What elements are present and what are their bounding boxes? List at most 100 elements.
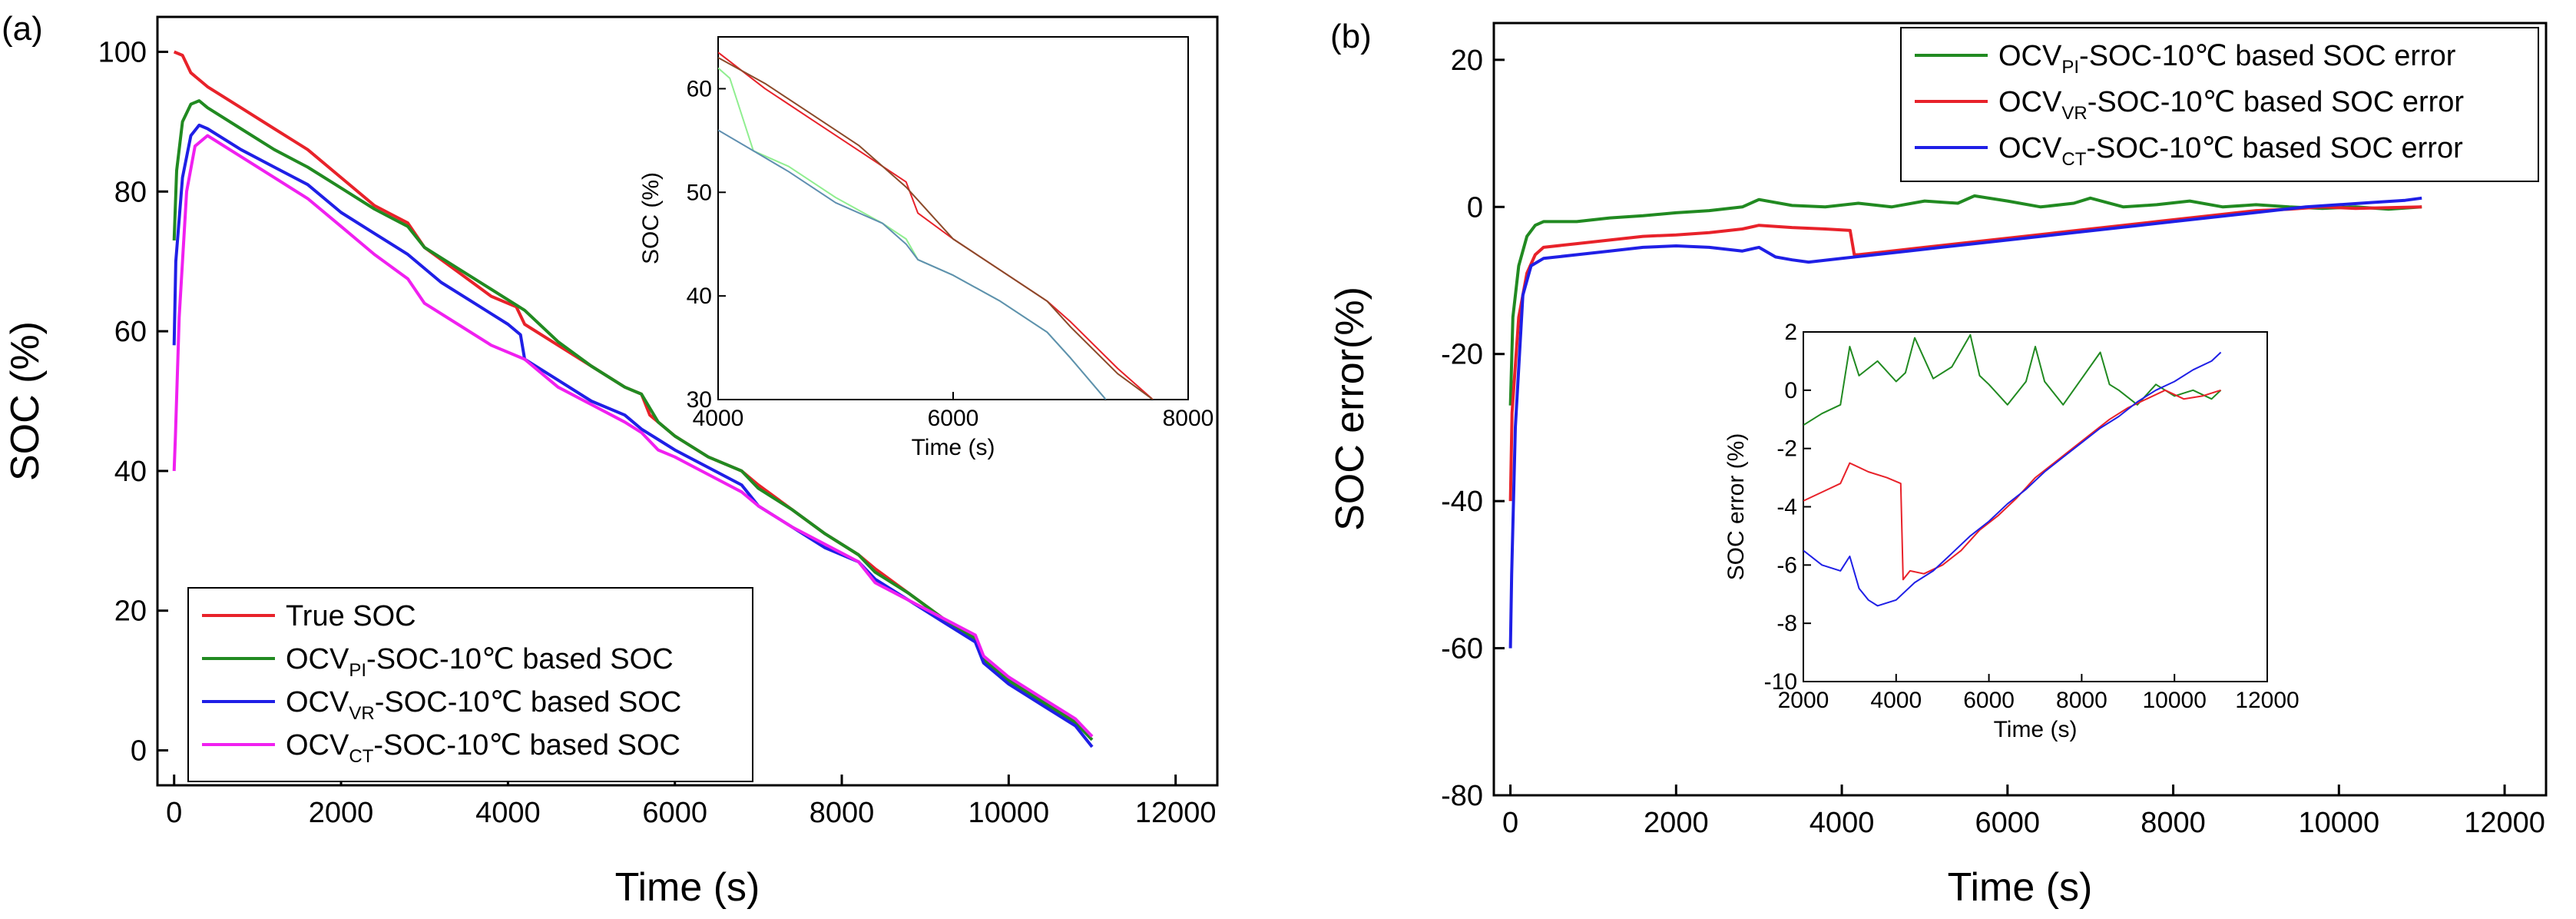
inset-x-tick-label: 6000 (1963, 688, 2015, 713)
legend: OCVPI-SOC-10℃ based SOC errorOCVVR-SOC-1… (1900, 27, 2539, 182)
x-tick-label: 10000 (968, 797, 1050, 829)
inset-series-line-0 (718, 51, 1154, 400)
y-tick-label: 0 (1467, 191, 1483, 224)
inset-x-tick-label: 4000 (1870, 688, 1922, 713)
legend-entry-tail: -SOC-10℃ based SOC (366, 643, 674, 675)
y-tick-label: 100 (98, 36, 147, 68)
inset-y-tick-label: 30 (687, 387, 712, 413)
legend-entry-3: OCVCT-SOC-10℃ based SOC (286, 729, 680, 767)
series-line-2 (172, 123, 1094, 748)
x-tick-label: 0 (1502, 807, 1518, 839)
legend-entry-base: OCV (286, 729, 349, 761)
x-tick-label: 0 (166, 797, 182, 829)
x-tick-label: 6000 (642, 797, 707, 829)
legend-entry-subscript: CT (349, 746, 373, 767)
y-tick-label: 0 (131, 735, 147, 768)
inset-chart: 2000 4000 6000 8000 10000 12000 -10 -8 -6 -4 -2 0 2 T… (1723, 320, 2300, 742)
inset-y-tick-label: -4 (1776, 495, 1797, 520)
inset-x-tick-label: 4000 (693, 406, 744, 431)
legend-entry-1: OCVPI-SOC-10℃ based SOC (286, 643, 674, 681)
panel-a: 0 2000 4000 6000 8000 10000 12000 0 20 40 60 80 100 (… (2, 10, 1219, 910)
inset-y-tick-label: 0 (1784, 378, 1797, 403)
inset-y-tick-label: -6 (1776, 552, 1797, 578)
inset-x-tick-label: 6000 (928, 406, 979, 431)
legend-box (1900, 27, 2539, 182)
legend-box (187, 587, 753, 782)
legend-entry-tail: -SOC-10℃ based SOC error (2086, 132, 2463, 164)
inset-series-line-1 (718, 57, 1154, 400)
legend-entry-tail: -SOC-10℃ based SOC error (2079, 40, 2456, 72)
inset-y-tick-label: -10 (1764, 669, 1797, 695)
y-tick-label: -20 (1441, 339, 1483, 371)
inset-series-group (1803, 333, 2222, 607)
inset-y-tick-label: 50 (687, 180, 712, 205)
legend-entry-0: OCVPI-SOC-10℃ based SOC error (1998, 40, 2456, 78)
inset-series-group (718, 51, 1154, 400)
inset-y-tick-label: 60 (687, 76, 712, 101)
x-tick-label: 6000 (1975, 807, 2041, 839)
inset-series-line-1 (1803, 389, 2221, 581)
legend-entry-tail: -SOC-10℃ based SOC (375, 686, 682, 718)
main-series-group (172, 50, 1094, 748)
x-tick-label: 4000 (1809, 807, 1875, 839)
inset-y-axis-label: SOC error (%) (1723, 433, 1749, 581)
legend-entry-tail: -SOC-10℃ based SOC (373, 729, 680, 761)
x-tick-label: 2000 (1644, 807, 1709, 839)
inset-x-tick-label: 8000 (1163, 406, 1214, 431)
series-line-3 (172, 134, 1094, 738)
inset-x-axis-label: Time (s) (1994, 717, 2078, 742)
panel-label: (a) (2, 10, 43, 48)
series-line-2 (1508, 196, 2422, 649)
y-tick-label: 60 (114, 316, 147, 348)
legend-entry-subscript: PI (2061, 57, 2079, 78)
legend-entry-base: OCV (1998, 132, 2062, 164)
inset-series-line-3 (718, 129, 1107, 400)
inset-y-tick-label: 40 (687, 284, 712, 309)
x-tick-label: 12000 (1135, 797, 1217, 829)
inset-x-tick-label: 10000 (2142, 688, 2206, 713)
legend-entry-base: OCV (286, 686, 349, 718)
inset-x-tick-label: 2000 (1778, 688, 1829, 713)
y-tick-label: -60 (1441, 633, 1483, 665)
x-tick-label: 8000 (810, 797, 875, 829)
series-line-1 (1508, 205, 2422, 502)
inset-series-line-2 (1803, 351, 2222, 607)
inset-chart: 4000 6000 8000 30 40 50 60 Time (s) SOC (%) (638, 36, 1214, 460)
y-tick-label: -80 (1441, 780, 1483, 812)
legend-entry-subscript: CT (2061, 149, 2086, 170)
legend-entry-subscript: VR (349, 703, 374, 724)
series-line-0 (1508, 194, 2422, 406)
legend-entry-0: True SOC (286, 600, 416, 632)
x-tick-label: 12000 (2464, 807, 2545, 839)
panel-b: 0 2000 4000 6000 8000 10000 12000 -80 -60 -4 0 -20 0… (1328, 18, 2548, 910)
x-tick-label: 8000 (2141, 807, 2206, 839)
y-axis-label: SOC error(%) (1328, 287, 1372, 531)
inset-y-tick-label: -8 (1776, 611, 1797, 636)
x-axis-label: Time (s) (615, 865, 760, 910)
y-axis-label: SOC (%) (3, 321, 48, 481)
x-tick-label: 10000 (2298, 807, 2379, 839)
inset-x-tick-label: 12000 (2235, 688, 2299, 713)
inset-y-tick-label: 2 (1784, 320, 1797, 345)
legend-entry-base: OCV (1998, 86, 2062, 118)
legend-entry-base: True SOC (286, 600, 416, 632)
legend-entry-base: OCV (1998, 40, 2062, 72)
inset-y-tick-label: -2 (1776, 436, 1797, 462)
legend-entry-subscript: VR (2061, 103, 2087, 124)
x-tick-label: 4000 (475, 797, 541, 829)
legend-entry-base: OCV (286, 643, 349, 675)
legend-entry-1: OCVVR-SOC-10℃ based SOC error (1998, 86, 2464, 124)
y-tick-label: 20 (114, 596, 147, 628)
legend-entry-tail: -SOC-10℃ based SOC error (2088, 86, 2465, 118)
inset-plot-frame (717, 36, 1189, 400)
legend-entry-2: OCVCT-SOC-10℃ based SOC error (1998, 132, 2463, 170)
x-tick-label: 2000 (309, 797, 374, 829)
main-series-group (1508, 194, 2422, 649)
y-tick-label: 20 (1451, 45, 1483, 77)
y-tick-label: 40 (114, 456, 147, 488)
inset-x-tick-label: 8000 (2056, 688, 2107, 713)
y-tick-label: 80 (114, 176, 147, 208)
panel-label: (b) (1330, 18, 1372, 55)
